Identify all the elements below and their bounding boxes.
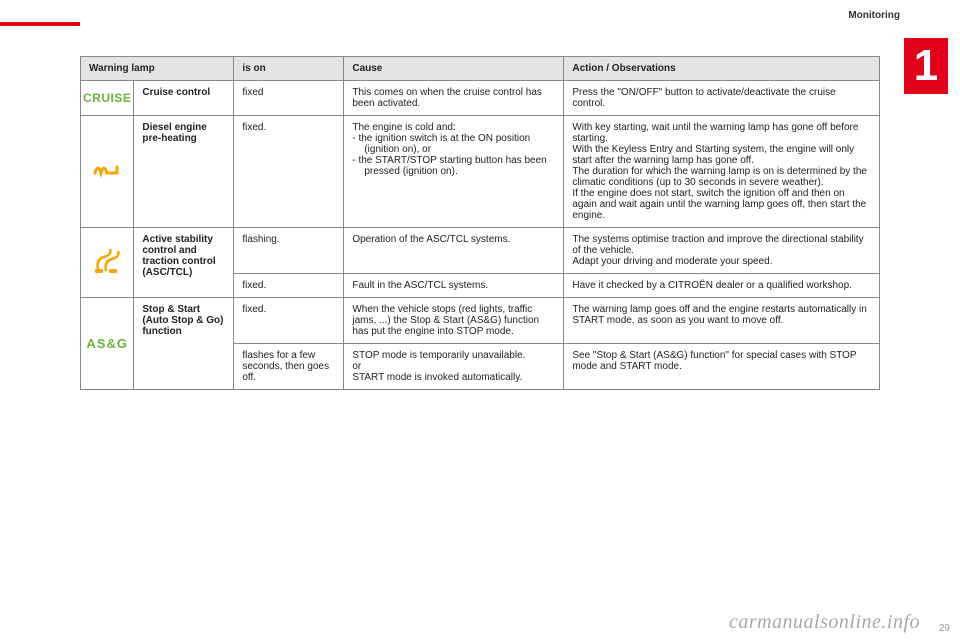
is-on-cell: fixed. [234,116,344,228]
table-row: CRUISE Cruise control fixed This comes o… [81,81,880,116]
watermark: carmanualsonline.info [729,611,920,634]
cause-list: the ignition switch is at the ON positio… [352,133,555,177]
warning-lamp-name: Diesel engine pre-heating [134,116,234,228]
asg-icon: AS&G [86,336,128,351]
col-header-cause: Cause [344,57,564,81]
warning-lamp-table-container: Warning lamp is on Cause Action / Observ… [80,56,880,390]
warning-lamp-icon-cell [81,116,134,228]
action-cell: Press the "ON/OFF" button to activate/de… [564,81,880,116]
action-cell: Have it checked by a CITROËN dealer or a… [564,274,880,298]
page-number: 29 [939,623,950,634]
preheat-icon [93,159,121,184]
section-label: Monitoring [848,10,900,21]
col-header-warning-lamp: Warning lamp [81,57,234,81]
cause-cell: The engine is cold and: the ignition swi… [344,116,564,228]
table-row: AS&G Stop & Start (Auto Stop & Go) funct… [81,298,880,344]
action-cell: See "Stop & Start (AS&G) function" for s… [564,344,880,390]
is-on-cell: fixed. [234,274,344,298]
cruise-icon: CRUISE [83,91,131,105]
cause-item: the START/STOP starting button has been … [352,155,555,177]
col-header-action: Action / Observations [564,57,880,81]
warning-lamp-icon-cell [81,228,134,298]
chapter-number: 1 [904,38,948,94]
is-on-cell: fixed [234,81,344,116]
cause-cell: This comes on when the cruise control ha… [344,81,564,116]
warning-lamp-name: Active stability control and traction co… [134,228,234,298]
col-header-is-on: is on [234,57,344,81]
action-cell: The systems optimise traction and improv… [564,228,880,274]
warning-lamp-icon-cell: CRUISE [81,81,134,116]
cause-cell: Operation of the ASC/TCL systems. [344,228,564,274]
warning-lamp-name: Cruise control [134,81,234,116]
action-cell: The warning lamp goes off and the engine… [564,298,880,344]
action-cell: With key starting, wait until the warnin… [564,116,880,228]
accent-stripe [0,22,80,26]
cause-cell: When the vehicle stops (red lights, traf… [344,298,564,344]
cause-item: the ignition switch is at the ON positio… [352,133,555,155]
is-on-cell: flashing. [234,228,344,274]
is-on-cell: flashes for a few seconds, then goes off… [234,344,344,390]
asc-icon [92,247,122,278]
cause-cell: STOP mode is temporarily unavailable.orS… [344,344,564,390]
warning-lamp-name: Stop & Start (Auto Stop & Go) function [134,298,234,390]
table-row: Active stability control and traction co… [81,228,880,274]
cause-intro: The engine is cold and: [352,122,455,133]
warning-lamp-table: Warning lamp is on Cause Action / Observ… [80,56,880,390]
cause-cell: Fault in the ASC/TCL systems. [344,274,564,298]
table-row: Diesel engine pre-heating fixed. The eng… [81,116,880,228]
warning-lamp-icon-cell: AS&G [81,298,134,390]
is-on-cell: fixed. [234,298,344,344]
